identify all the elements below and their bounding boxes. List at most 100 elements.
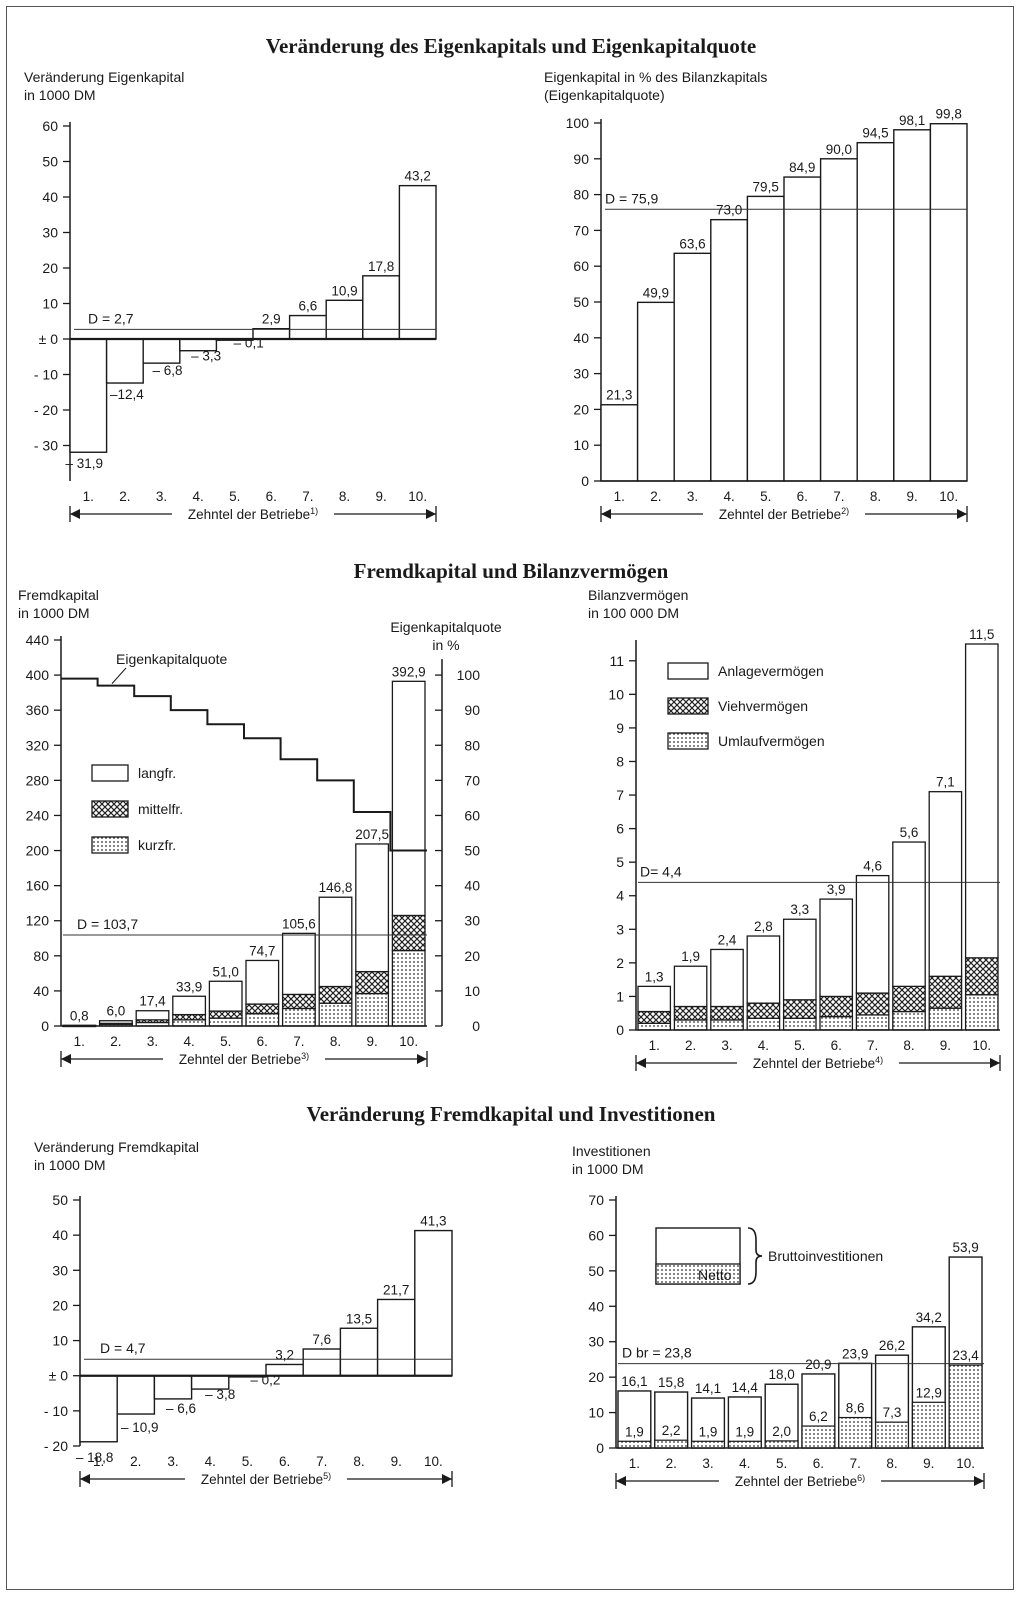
bar-value-label: 74,7 [249,943,275,958]
y-tick-label: - 10 [44,1403,68,1419]
netto-value-label: 23,4 [952,1348,979,1363]
y-tick-label: 3 [616,921,624,937]
brutto-value-label: 23,9 [842,1346,868,1361]
y-tick-label: 440 [26,632,50,648]
x-axis-title: Zehntel der Betriebe6) [735,1473,865,1489]
decile-label: 7. [302,489,313,504]
legend-label: Anlagevermögen [718,663,824,679]
y-tick-label: 11 [609,653,624,669]
y-tick-label: 40 [52,1227,68,1243]
y-tick-label: 6 [616,821,624,837]
legend-swatch [91,836,129,854]
bar [856,141,895,482]
bar [819,158,858,482]
y-tick-label: 10 [608,686,624,702]
bar [710,218,749,482]
bar-value-label: 17,4 [139,994,166,1009]
bar-segment-mittelfr. [391,914,426,952]
bar-segment-kurzfr. [391,949,426,1027]
decile-label: 10. [424,1454,443,1469]
line-label-leader [111,667,127,684]
legend-label-netto: Netto [698,1267,732,1283]
decile-label: 8. [870,489,881,504]
x-axis-title: Zehntel der Betriebe2) [719,506,849,522]
y-tick-label: 50 [588,1263,604,1279]
legend-swatch [91,764,129,782]
decile-label: 3. [687,489,698,504]
bar [116,1375,156,1415]
bar-segment-Umlaufvermögen [819,1015,854,1031]
y-tick-label: ± 0 [39,331,59,347]
x-axis-title: Zehntel der Betriebe1) [188,506,318,522]
bar-value-label: 5,6 [900,825,919,840]
legend-label-brutto: Bruttoinvestitionen [768,1248,883,1264]
bar-segment-langfr. [172,995,207,1016]
bar [69,338,108,453]
brutto-value-label: 53,9 [952,1240,978,1255]
y-tick-label: 80 [33,948,49,964]
bar-value-label: 3,3 [790,902,809,917]
decile-label: 5. [776,1456,787,1471]
y-tick-label: 40 [33,983,49,999]
right-axis-title: in % [432,637,459,653]
x-axis-title: Zehntel der Betriebe4) [753,1055,883,1071]
bar-value-label: 84,9 [789,160,815,175]
bar-value-label: 94,5 [862,126,888,141]
xlabel-bg [737,1054,899,1074]
y-tick-label: 10 [52,1333,68,1349]
decile-label: 1. [83,489,94,504]
bar-segment-Umlaufvermögen [892,1010,926,1031]
decile-label: 2. [130,1454,141,1469]
netto-value-label: 1,9 [625,1424,644,1439]
bar-value-label: 3,2 [275,1347,294,1362]
bar-segment-mittelfr. [318,985,353,1004]
footnote-mark: 1) [310,506,318,516]
y-tick-label: 50 [573,294,589,310]
y-tick-label: 60 [42,118,58,134]
bar-value-label: 21,7 [383,1282,409,1297]
bar-value-label: 49,9 [643,285,669,300]
chart-veraenderung-fremdkapital: Veränderung Fremdkapital in 1000 DM 50 40 30… [34,1139,453,1490]
y-tick-label: 70 [588,1192,604,1208]
y-axis-title: Veränderung Fremdkapital [34,1139,199,1155]
netto-value-label: 7,3 [883,1405,902,1420]
decile-label: 5. [229,489,240,504]
brutto-value-label: 26,2 [879,1338,905,1353]
y-tick-label: 2 [616,955,624,971]
decile-label: 4. [192,489,203,504]
decile-label: 1. [649,1038,660,1053]
section-title-eigenkapital: Veränderung des Eigenkapitals und Eigenk… [265,34,757,58]
bar-segment-Umlaufvermögen [782,1017,817,1031]
bar-segment-Viehvermögen [637,1010,672,1024]
brutto-value-label: 16,1 [621,1374,647,1389]
bar-segment-kurzfr. [355,992,390,1027]
eigenkapitalquote-step-line [61,677,427,852]
xlabel-bg [172,505,334,525]
y-tick-label: 40 [588,1298,604,1314]
y-tick-label: 30 [42,225,58,241]
bar-segment-Viehvermögen [928,975,963,1009]
bar [142,338,181,364]
y-tick-label: 40 [573,330,589,346]
decile-label: 9. [375,489,386,504]
xlabel-bg [703,505,865,525]
netto-value-label: 1,9 [699,1424,718,1439]
decile-label: 10. [408,489,427,504]
decile-label: 9. [366,1034,377,1049]
y-tick-label: 120 [26,913,50,929]
y-tick-label: 160 [26,878,50,894]
bar-segment-Anlagevermögen [819,898,854,998]
decile-label: 3. [721,1038,732,1053]
y-tick-label: 20 [573,401,589,417]
bar-value-label: 6,0 [107,1004,126,1019]
x-axis-title: Zehntel der Betriebe3) [179,1051,309,1067]
y-axis-title: in 1000 DM [572,1161,644,1177]
decile-label: 6. [797,489,808,504]
right-y-tick-label: 100 [457,667,481,683]
netto-value-label: 2,0 [772,1424,791,1439]
y-tick-label: 200 [26,843,50,859]
decile-label: 1. [629,1456,640,1471]
y-tick-label: 280 [26,772,50,788]
bar-segment-kurzfr. [208,1017,243,1027]
bar-segment-mittelfr. [208,1010,243,1019]
